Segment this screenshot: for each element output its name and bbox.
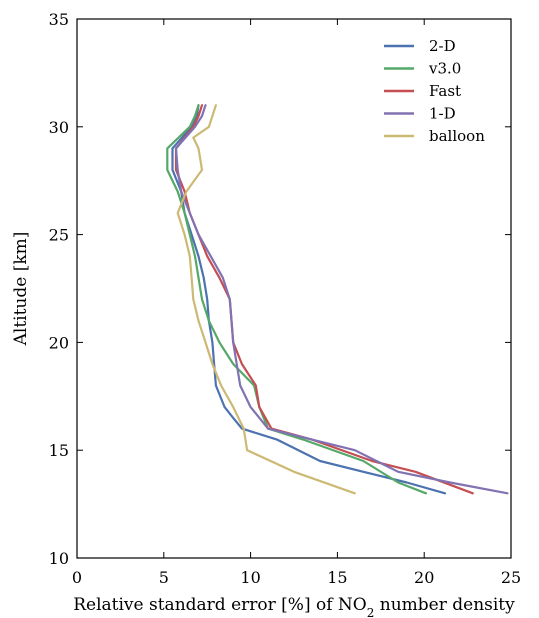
legend-label: v3.0 [428,60,461,78]
ticks-layer: 0 5 10 15 20 25 10 15 20 25 30 35 [49,10,522,587]
series-line-2-d [171,104,447,495]
legend-label: 2-D [429,37,456,55]
y-tick-label: 15 [49,441,69,460]
x-axis-label-main: Relative standard error [%] of NO [73,595,366,615]
legend: 2-D v3.0 Fast 1-D balloon [384,37,485,145]
x-axis-label-suffix: number density [374,595,515,615]
series-line-fast [174,104,474,495]
x-tick-label: 25 [501,568,521,587]
series-line-1-d [174,104,509,495]
x-axis-label-subscript: 2 [367,606,375,618]
y-tick-label: 25 [49,226,69,245]
x-tick-label: 0 [72,568,82,587]
series-line-balloon [176,104,356,495]
plot-frame [76,18,512,559]
legend-label: Fast [429,82,461,100]
x-tick-label: 20 [414,568,434,587]
series-line-v3-0 [166,104,427,495]
x-tick-label: 15 [327,568,347,587]
y-tick-label: 30 [49,118,69,137]
legend-label: balloon [429,127,485,145]
legend-label: 1-D [429,105,456,123]
y-tick-label: 20 [49,333,69,352]
y-tick-label: 10 [49,549,69,568]
y-axis-label: Altitude [km] [11,232,31,347]
y-tick-label: 35 [49,10,69,29]
series-layer [166,104,509,495]
x-tick-label: 5 [159,568,169,587]
x-tick-label: 10 [240,568,260,587]
x-axis-label: Relative standard error [%] of NO2 numbe… [73,595,515,618]
